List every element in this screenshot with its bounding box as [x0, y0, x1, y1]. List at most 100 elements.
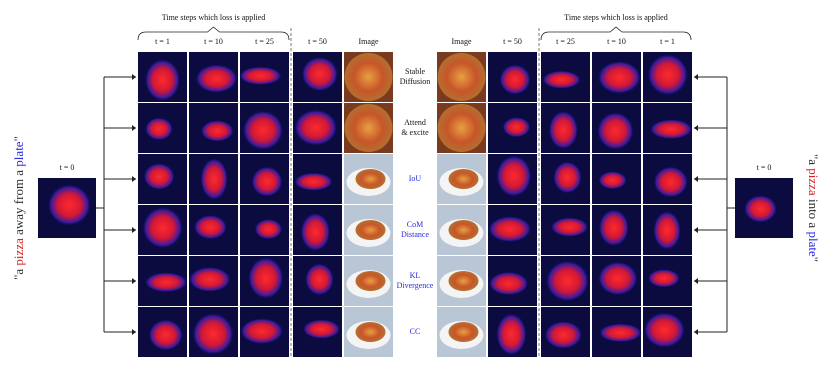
arrow-head	[694, 74, 698, 80]
heatmap-blob	[302, 319, 341, 339]
heatmap-blob	[145, 117, 173, 141]
arrow-head	[694, 227, 698, 233]
pizza	[344, 53, 393, 101]
heatmap-blob	[193, 214, 227, 240]
heatmap-blob	[496, 155, 532, 197]
heatmap-blob	[599, 323, 642, 343]
heatmap-blob	[647, 54, 688, 96]
heatmap-blob	[653, 211, 681, 250]
prompt-part: plate	[11, 141, 26, 166]
heatmap-blob	[496, 313, 527, 356]
heatmap-blob	[744, 195, 777, 223]
heatmap-blob	[301, 56, 339, 92]
brace	[137, 26, 290, 41]
header: Time steps which loss is applied	[162, 13, 265, 22]
header: Time steps which loss is applied	[564, 13, 667, 22]
prompt-part: pizza	[806, 168, 821, 196]
method-label: CC	[410, 327, 421, 336]
column-label: t = 25	[255, 37, 274, 46]
initial-label: t = 0	[60, 163, 75, 172]
heatmap-blob	[294, 109, 338, 146]
heatmap-blob	[148, 319, 183, 351]
method-label: Diffusion	[400, 77, 431, 86]
pizza	[448, 271, 479, 291]
heatmap-blob	[597, 60, 641, 94]
heatmap-blob	[597, 112, 634, 150]
prompt-part: plate	[806, 231, 821, 256]
initial-label: t = 0	[757, 163, 772, 172]
pizza	[448, 169, 479, 189]
arrow-head	[132, 176, 136, 182]
pizza	[355, 220, 386, 240]
arrow-head	[132, 125, 136, 131]
heatmap-blob	[499, 64, 531, 95]
arrow-head	[694, 278, 698, 284]
pizza	[355, 169, 386, 189]
arrow-head	[132, 329, 136, 335]
method-label: CoM	[407, 220, 423, 229]
column-label: t = 1	[660, 37, 675, 46]
column-label: t = 10	[607, 37, 626, 46]
heatmap-blob	[47, 184, 91, 226]
prompt: "a pizza into a plate"	[806, 154, 821, 262]
arrow-head	[132, 278, 136, 284]
heatmap-blob	[200, 120, 234, 142]
method-label: IoU	[409, 174, 422, 183]
heatmap-blob	[192, 313, 234, 355]
pizza	[355, 322, 386, 342]
brace	[540, 26, 692, 41]
column-label: t = 1	[155, 37, 170, 46]
column-label: t = 50	[503, 37, 522, 46]
heatmap-blob	[488, 271, 529, 296]
column-label: t = 50	[308, 37, 327, 46]
prompt-part: "a	[806, 154, 821, 168]
heatmap-blob	[144, 272, 188, 293]
arrow-head	[694, 329, 698, 335]
heatmap-blob	[239, 66, 282, 85]
column-label: Image	[452, 37, 472, 46]
arrow-head	[694, 125, 698, 131]
heatmap-blob	[188, 266, 231, 292]
heatmap-blob	[488, 216, 532, 243]
heatmap-blob	[542, 70, 581, 89]
prompt-part: "a	[11, 266, 26, 280]
heatmap-blob	[550, 217, 589, 237]
heatmap-blob	[240, 318, 284, 345]
prompt-part: into a	[806, 196, 821, 232]
arrow-head	[132, 227, 136, 233]
method-label: & excite	[401, 128, 429, 137]
method-label: Distance	[401, 230, 429, 239]
pizza	[448, 220, 479, 240]
heatmap-blob	[548, 110, 579, 150]
prompt-part: "	[806, 257, 821, 262]
heatmap-blob	[195, 64, 238, 93]
heatmap-blob	[553, 161, 582, 194]
column-label: Image	[359, 37, 379, 46]
method-label: Stable	[405, 67, 425, 76]
heatmap-blob	[300, 212, 331, 252]
heatmap-blob	[598, 171, 627, 190]
prompt-part: pizza	[11, 238, 26, 266]
prompt-part: "	[11, 136, 26, 141]
pizza	[448, 322, 479, 342]
heatmap-blob	[305, 263, 334, 296]
method-label: KL	[410, 271, 421, 280]
column-label: t = 25	[556, 37, 575, 46]
heatmap-blob	[653, 166, 688, 198]
heatmap-blob	[598, 261, 638, 296]
pizza	[344, 104, 393, 152]
prompt-part: away from a	[11, 167, 26, 238]
column-label: t = 10	[204, 37, 223, 46]
heatmap-blob	[144, 59, 181, 101]
pizza	[355, 271, 386, 291]
pizza	[437, 104, 486, 152]
method-label: Attend	[404, 118, 426, 127]
method-label: Divergence	[397, 281, 434, 290]
pizza	[437, 53, 486, 101]
heatmap-blob	[649, 119, 693, 140]
heatmap-blob	[251, 166, 283, 197]
heatmap-blob	[643, 312, 685, 348]
heatmap-blob	[544, 321, 583, 349]
